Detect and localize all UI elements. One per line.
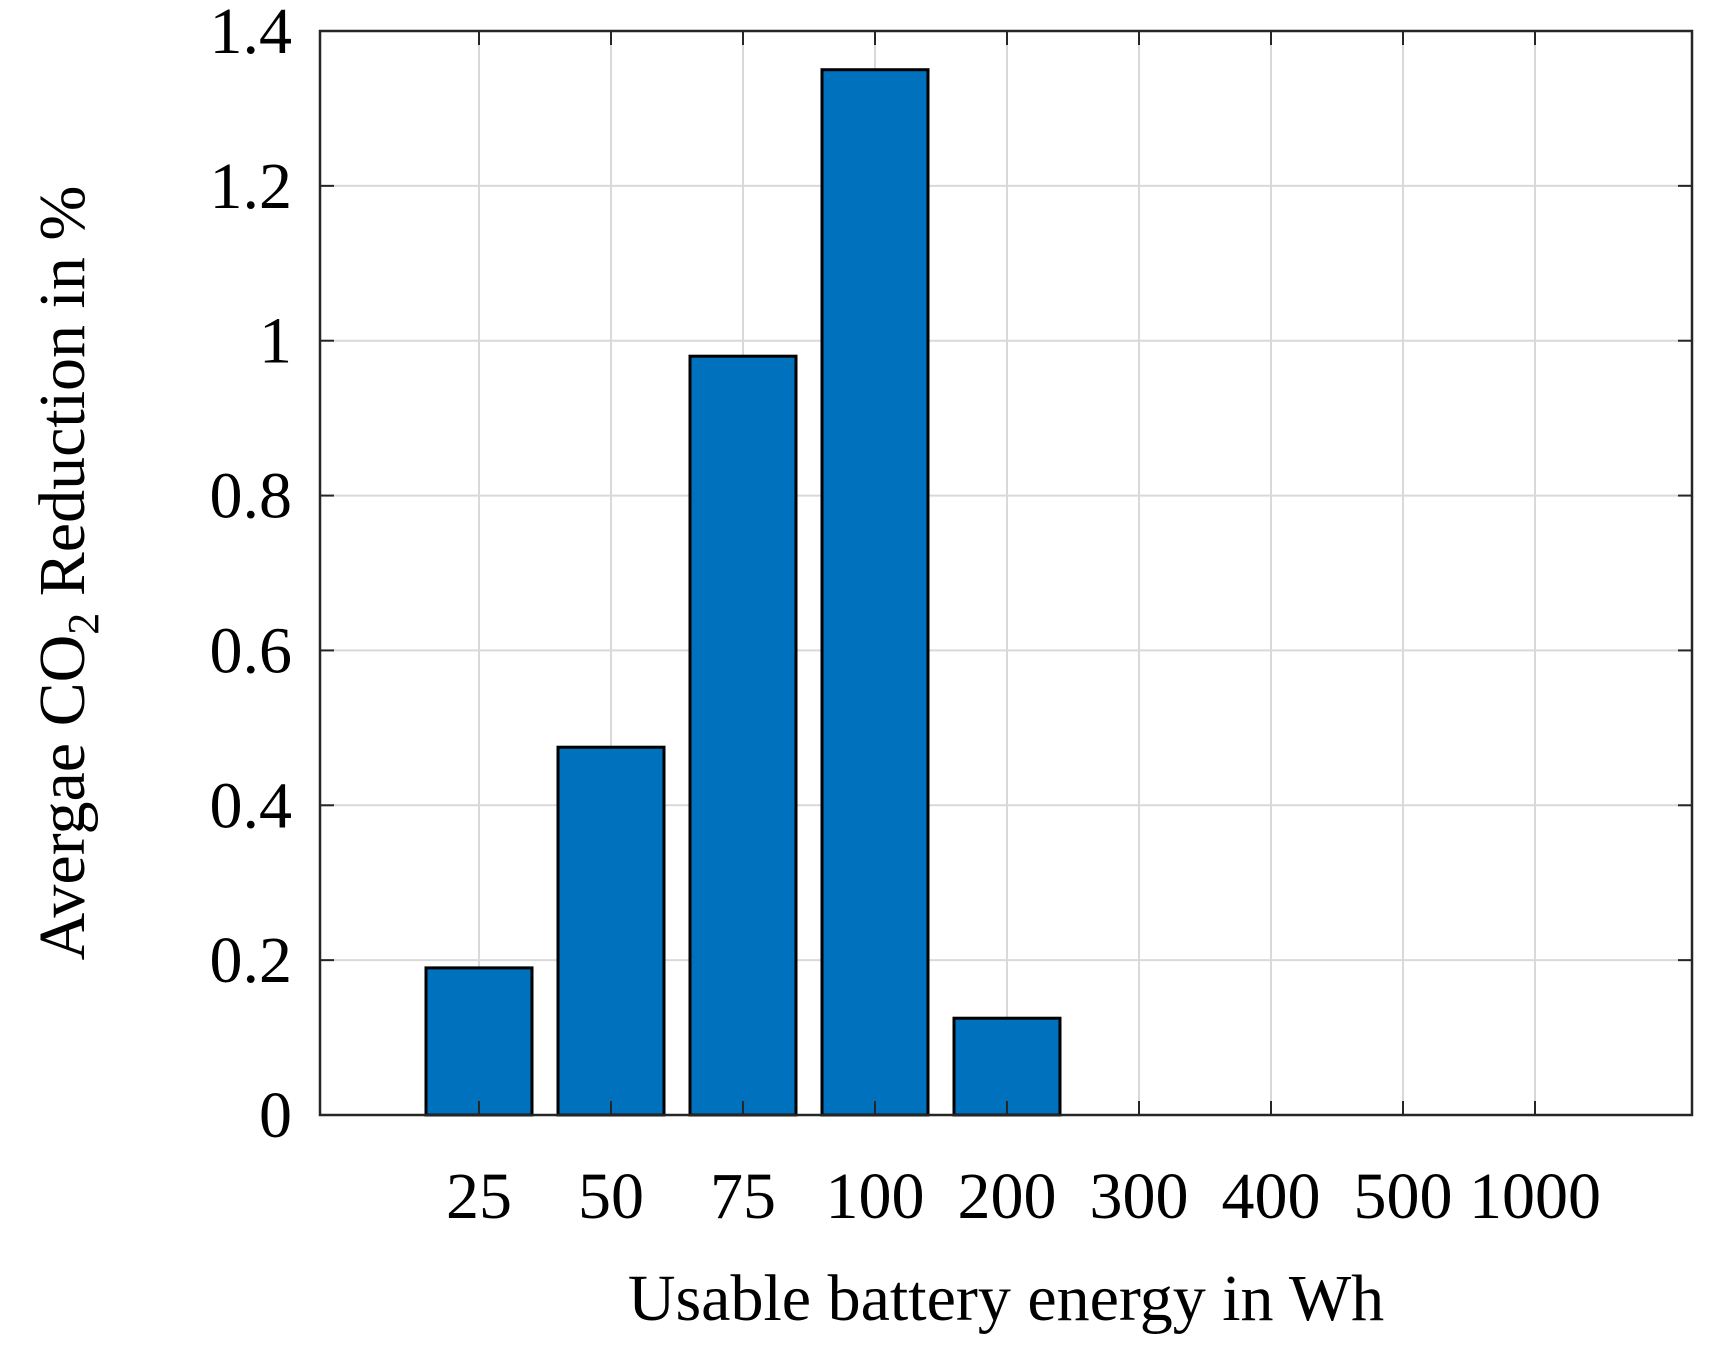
- bar-50: [556, 745, 666, 1117]
- bars: [424, 68, 1062, 1117]
- y-tick-label: 0.8: [210, 460, 293, 533]
- y-tick-label: 1: [259, 305, 292, 378]
- bar-100: [820, 68, 930, 1117]
- x-tick-label: 400: [1222, 1160, 1321, 1233]
- y-axis-label: Avergae CO2 Reduction in %: [26, 186, 108, 961]
- x-tick-labels: 25 50 75 100 200 300 400 500 1000: [446, 1160, 1601, 1233]
- x-axis-label: Usable battery energy in Wh: [628, 1262, 1384, 1335]
- x-tick-label: 200: [958, 1160, 1057, 1233]
- x-tick-label: 50: [578, 1160, 644, 1233]
- y-tick-label: 0: [259, 1079, 292, 1152]
- plot-frame: [318, 29, 1694, 1117]
- x-tick-label: 500: [1354, 1160, 1453, 1233]
- x-tick-label: 300: [1090, 1160, 1189, 1233]
- y-tick-label: 0.2: [210, 924, 293, 997]
- y-axis-label-prefix: Avergae CO: [26, 635, 99, 961]
- x-tick-label: 25: [446, 1160, 512, 1233]
- y-axis-label-subscript: 2: [59, 613, 108, 635]
- y-tick-label: 0.6: [210, 614, 293, 687]
- y-tick-label: 1.4: [210, 0, 293, 68]
- bar-75: [688, 354, 798, 1117]
- y-axis-label-suffix: Reduction in %: [26, 186, 99, 613]
- x-tick-label: 1000: [1469, 1160, 1601, 1233]
- y-tick-label: 1.2: [210, 150, 293, 223]
- x-tick-label: 75: [710, 1160, 776, 1233]
- y-tick-label: 0.4: [210, 769, 293, 842]
- bar-25: [424, 966, 534, 1117]
- grid: [320, 30, 1692, 1116]
- x-tick-label: 100: [826, 1160, 925, 1233]
- bar-200: [952, 1016, 1062, 1117]
- y-tick-labels: 0 0.2 0.4 0.6 0.8 1 1.2 1.4: [210, 0, 293, 1152]
